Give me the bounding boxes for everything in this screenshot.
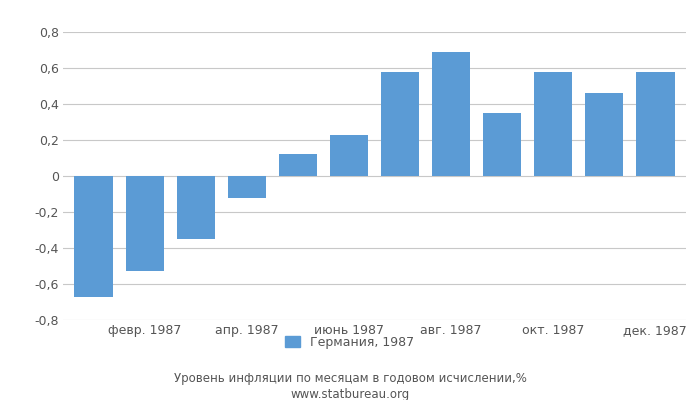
Bar [381,72,419,176]
Bar [176,176,215,239]
Bar [330,134,368,176]
Bar [636,72,675,176]
Text: Уровень инфляции по месяцам в годовом исчислении,%: Уровень инфляции по месяцам в годовом ис… [174,372,526,385]
Bar [228,176,266,198]
Bar [534,72,573,176]
Bar [279,154,317,176]
Bar [125,176,164,271]
Bar [74,176,113,297]
Legend: Германия, 1987: Германия, 1987 [281,331,419,354]
Bar [432,52,470,176]
Bar [585,93,624,176]
Bar [483,113,522,176]
Text: www.statbureau.org: www.statbureau.org [290,388,410,400]
